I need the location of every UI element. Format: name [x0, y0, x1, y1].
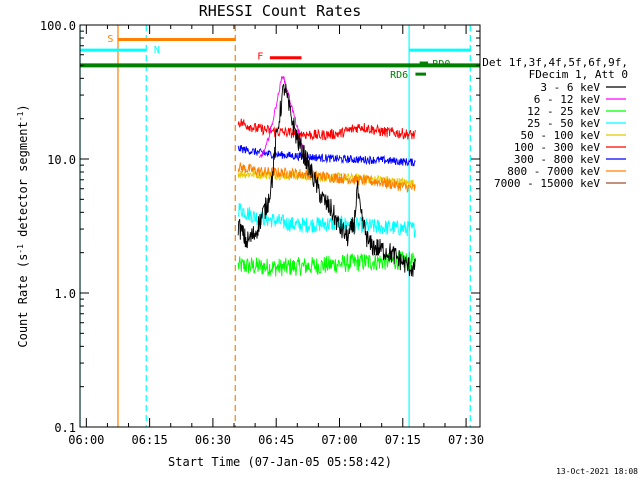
x-tick-label: 06:30 [195, 433, 231, 447]
legend-entry-label: 12 - 25 keV [527, 105, 600, 118]
legend-entry-label: 25 - 50 keV [527, 117, 600, 130]
annotation-label-f: F [257, 52, 263, 63]
series-line-8 [237, 162, 416, 193]
series-line-3 [237, 251, 416, 277]
y-tick-label: 1.0 [54, 287, 76, 301]
y-axis-label-part: detector segment [16, 121, 30, 244]
series-line-1 [237, 83, 416, 277]
footer-timestamp: 13-Oct-2021 18:08 [556, 467, 638, 476]
legend-entry-label: 50 - 100 keV [521, 129, 601, 142]
legend-entry-label: 3 - 6 keV [540, 81, 600, 94]
y-axis-label-part: Count Rate (s [16, 254, 30, 348]
annotation-label-rd6: RD6 [390, 70, 408, 81]
x-tick-label: 06:45 [258, 433, 294, 447]
legend-entry-label: 800 - 7000 keV [507, 165, 600, 178]
y-axis-label-part: -1 [16, 111, 25, 121]
plot-frame [79, 24, 481, 428]
series-line-7 [237, 144, 416, 167]
x-tick-label: 06:00 [68, 433, 104, 447]
plot-area: S N F RD0 RD6 [80, 25, 480, 427]
x-axis: 06:00 06:15 06:30 06:45 07:00 07:15 07:30 [68, 25, 484, 447]
y-tick-label: 10.0 [47, 153, 76, 167]
y-axis-label-part: -1 [16, 244, 25, 254]
y-tick-label: 0.1 [54, 421, 76, 435]
y-axis-label: Count Rate (s-1 detector segment-1) [16, 104, 31, 347]
x-tick-label: 07:00 [321, 433, 357, 447]
x-axis-label: Start Time (07-Jan-05 05:58:42) [168, 455, 392, 469]
series-line-4 [237, 203, 416, 238]
legend-entry-label: 6 - 12 keV [534, 93, 601, 106]
x-tick-label: 06:15 [132, 433, 168, 447]
legend-entry-label: 100 - 300 keV [514, 141, 600, 154]
y-tick-label: 100.0 [40, 19, 76, 33]
legend-entry-label: 300 - 800 keV [514, 153, 600, 166]
annotation-label-s: S [107, 34, 113, 45]
annotation-label-rd0: RD0 [432, 59, 450, 70]
y-axis: 0.1 1.0 10.0 100.0 [40, 19, 480, 435]
legend-header-line: FDecim 1, Att 0 [529, 68, 628, 81]
x-tick-label: 07:30 [448, 433, 484, 447]
y-axis-label-part: ) [16, 104, 30, 111]
legend: Det 1f,3f,4f,5f,6f,9f,FDecim 1, Att 03 -… [482, 56, 628, 190]
x-tick-label: 07:15 [385, 433, 421, 447]
series-line-6 [237, 118, 416, 142]
legend-header-line: Det 1f,3f,4f,5f,6f,9f, [482, 56, 628, 69]
legend-entry-label: 7000 - 15000 keV [494, 177, 600, 190]
chart-title: RHESSI Count Rates [199, 2, 362, 20]
annotation-label-n: N [154, 45, 160, 56]
